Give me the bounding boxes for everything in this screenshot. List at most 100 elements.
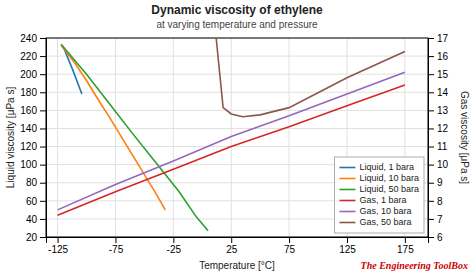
tick-mark [40,92,46,93]
grid-line [173,38,174,237]
tick: 80 [26,177,46,188]
tick-label: 175 [397,244,414,255]
grid-line [46,128,428,129]
tick: 120 [20,141,46,152]
tick-label: 15 [437,69,449,80]
tick: 11 [428,141,448,152]
tick-mark [231,237,232,243]
tick: 8 [428,196,443,207]
tick-label: 180 [20,87,37,98]
tick: 12 [428,123,449,134]
tick-mark [428,56,434,57]
tick-label: 75 [284,244,296,255]
tick-mark [428,165,434,166]
tick-mark [40,147,46,148]
tick-label: 200 [20,69,37,80]
tick-label: 120 [20,141,37,152]
tick-mark [40,74,46,75]
grid-line [46,56,428,57]
tick: 125 [339,237,356,255]
tick-label: 12 [437,123,449,134]
tick-label: 7 [437,214,443,225]
legend-swatch [339,167,355,169]
tick: 220 [20,51,46,62]
legend-item: Liquid, 50 bara [339,184,419,194]
tick-mark [40,165,46,166]
axis-line [47,238,429,244]
tick-mark [405,237,406,243]
tick: 40 [26,214,46,225]
tick-mark [428,147,434,148]
tick-mark [347,237,348,243]
tick: 7 [428,214,443,225]
tick-label: 17 [437,33,449,44]
legend-item: Gas, 50 bara [339,217,411,227]
tick-mark [289,237,290,243]
tick: 160 [20,105,46,116]
tick-mark [40,110,46,111]
legend-item: Gas, 1 bara [339,195,406,205]
legend-label: Gas, 1 bara [359,195,406,205]
legend-label: Liquid, 1 bara [359,162,414,172]
axis-line [429,39,435,238]
legend: Liquid, 1 baraLiquid, 10 baraLiquid, 50 … [334,157,424,233]
title: Dynamic viscosity of ethylene [151,3,323,17]
tick-label: 220 [20,51,37,62]
tick: 200 [20,69,46,80]
tick-mark [428,201,434,202]
legend-item: Liquid, 10 bara [339,173,419,183]
grid [46,38,428,237]
legend-swatch [339,178,355,180]
tick: 60 [26,196,46,207]
tick-mark [115,237,116,243]
tick-label: 80 [26,177,38,188]
tick: 14 [428,87,449,98]
x-axis-title: Temperature [°C] [199,260,275,271]
tick: 175 [397,237,414,255]
x-axis: -125-75-252575125175 [47,237,429,255]
tick-label: 20 [26,232,38,243]
tick: 6 [428,232,443,243]
tick-label: 25 [226,244,238,255]
y-axis-title: Liquid viscosity [μPa s] [5,87,16,189]
tick-mark [40,56,46,57]
tick: -25 [167,237,182,255]
grid-line [46,110,428,111]
grid-line [46,92,428,93]
grid-line [289,38,290,237]
legend-box [334,157,424,233]
tick-label: 240 [20,33,37,44]
legend-label: Gas, 10 bara [359,206,411,216]
legend-item: Gas, 10 bara [339,206,411,216]
tick-label: 40 [26,214,38,225]
tick-mark [58,237,59,243]
tick: 75 [284,237,296,255]
tick-label: 140 [20,123,37,134]
tick-label: 16 [437,51,449,62]
y2-axis: 67891011121314151617 [428,33,449,243]
tick-mark [428,38,434,39]
axis-line [40,39,47,238]
tick: 140 [20,123,46,134]
legend-label: Liquid, 50 bara [359,184,419,194]
tick: 17 [428,33,449,44]
legend-swatch [339,211,355,213]
tick: 180 [20,87,46,98]
tick-mark [40,183,46,184]
tick: 9 [428,177,443,188]
tick-mark [173,237,174,243]
tick-mark [40,128,46,129]
tick: 100 [20,159,46,170]
tick: 25 [226,237,238,255]
tick: 15 [428,69,449,80]
legend-swatch [339,189,355,191]
tick-label: 14 [437,87,449,98]
tick-label: 11 [437,141,448,152]
legend-swatch [339,222,355,224]
grid-line [46,146,428,147]
series-line [216,38,405,117]
tick-label: -25 [167,244,182,255]
grid-line [57,38,58,237]
tick-label: 9 [437,177,443,188]
tick-mark [428,237,434,238]
